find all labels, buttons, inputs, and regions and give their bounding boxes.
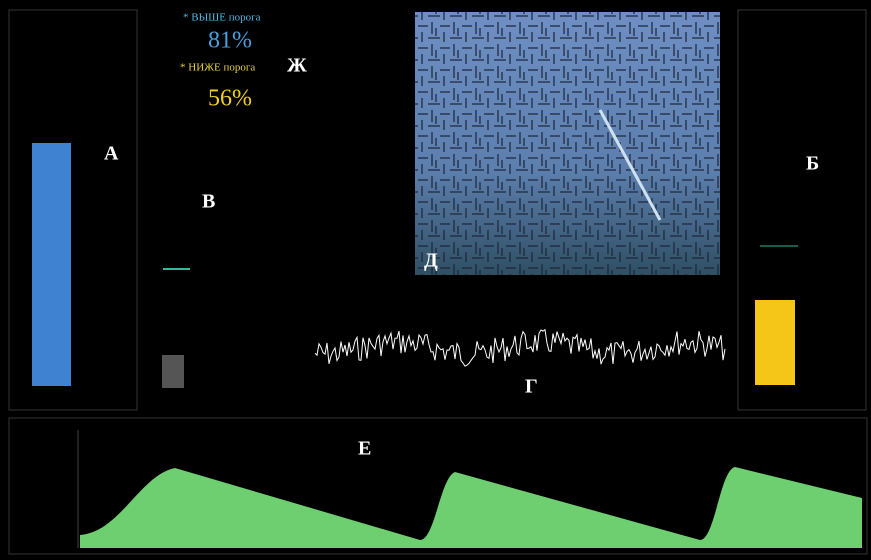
bottom-panel: [8, 417, 868, 555]
panel-label: Д: [424, 250, 438, 272]
history-area: [80, 467, 862, 548]
right-panel: [737, 9, 867, 411]
panel-label: В: [202, 191, 215, 213]
below-label: * НИЖЕ порога: [180, 62, 255, 74]
panel-label: А: [104, 143, 119, 165]
yellow-bar: [755, 300, 795, 385]
above-value: 81%: [208, 28, 252, 54]
blue-bar: [32, 143, 71, 386]
panel-label: Г: [525, 376, 538, 398]
panel-label: Ж: [287, 55, 307, 77]
eeg-signal: [314, 328, 726, 367]
left-panel: [8, 9, 138, 411]
maze-overlay: [415, 12, 720, 275]
panel-label: Б: [806, 153, 819, 175]
above-label: * ВЫШЕ порога: [183, 12, 261, 24]
gray-bar: [162, 355, 184, 388]
below-value: 56%: [208, 86, 252, 112]
sail-line: [598, 109, 662, 221]
panel-label: Е: [358, 438, 371, 460]
